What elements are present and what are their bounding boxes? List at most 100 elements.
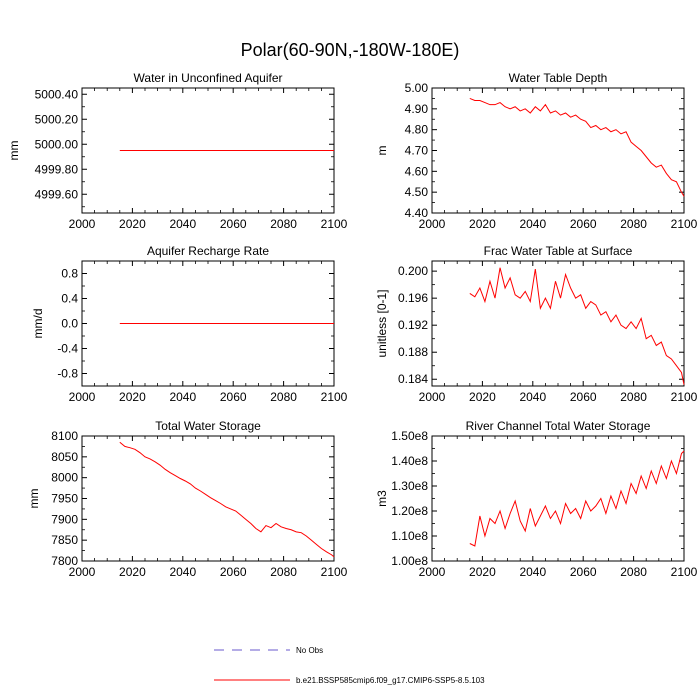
y-tick-label: 0.8 xyxy=(61,267,78,281)
panel-title: Aquifer Recharge Rate xyxy=(147,244,269,258)
plot-frame xyxy=(431,260,685,387)
y-tick-label: 4.80 xyxy=(405,123,429,137)
y-axis-label: unitless [0-1] xyxy=(375,289,389,357)
x-tick-label: 2080 xyxy=(620,217,647,231)
panels-group: Water in Unconfined Aquifer mm 2000 2020 204… xyxy=(7,71,698,579)
x-tick-label: 2080 xyxy=(620,390,647,404)
x-tick-label: 2020 xyxy=(119,217,146,231)
x-tick-label: 2100 xyxy=(671,217,698,231)
y-tick-label: 1.40e8 xyxy=(391,454,428,468)
y-tick-label: 4999.60 xyxy=(35,187,79,201)
x-tick-label: 2100 xyxy=(321,565,348,579)
x-tick-label: 2000 xyxy=(419,565,446,579)
x-tick-label: 2040 xyxy=(169,565,196,579)
x-tick-label: 2000 xyxy=(69,390,96,404)
y-tick-label: 7850 xyxy=(51,533,78,547)
x-tick-label: 2040 xyxy=(519,565,546,579)
y-tick-label: -0.4 xyxy=(57,342,78,356)
y-tick-label: 8050 xyxy=(51,450,78,464)
series-line xyxy=(469,97,685,197)
panel-title: Frac Water Table at Surface xyxy=(484,244,633,258)
y-tick-label: 1.30e8 xyxy=(391,479,428,493)
y-axis-label: m3 xyxy=(375,490,389,507)
y-tick-label: 4999.80 xyxy=(35,162,79,176)
x-tick-label: 2000 xyxy=(69,565,96,579)
panel-title: River Channel Total Water Storage xyxy=(466,419,651,433)
series-line xyxy=(469,267,685,385)
x-tick-label: 2060 xyxy=(220,565,247,579)
legend-obs-label: No Obs xyxy=(296,646,323,655)
y-axis-label: mm/d xyxy=(31,309,45,339)
y-tick-label: 1.10e8 xyxy=(391,529,428,543)
legend: No Obs b.e21.BSSP585cmip6.f09_g17.CMIP6-… xyxy=(214,646,485,685)
y-tick-label: 5000.20 xyxy=(35,112,79,126)
panel-6: River Channel Total Water Storage m3 2000 2… xyxy=(375,419,698,579)
panel-title: Water in Unconfined Aquifer xyxy=(134,71,283,85)
x-tick-label: 2040 xyxy=(519,390,546,404)
y-tick-label: 4.60 xyxy=(405,164,429,178)
x-tick-label: 2060 xyxy=(220,217,247,231)
x-tick-label: 2040 xyxy=(519,217,546,231)
y-tick-label: 8100 xyxy=(51,429,78,443)
plot-frame xyxy=(431,87,685,214)
x-tick-label: 2020 xyxy=(119,390,146,404)
x-tick-label: 2100 xyxy=(671,565,698,579)
x-tick-label: 2000 xyxy=(419,390,446,404)
y-tick-label: 0.200 xyxy=(398,264,428,278)
x-tick-label: 2100 xyxy=(321,390,348,404)
y-tick-label: 1.50e8 xyxy=(391,429,428,443)
y-tick-label: 0.0 xyxy=(61,317,78,331)
y-tick-label: 7800 xyxy=(51,554,78,568)
y-tick-label: 0.184 xyxy=(398,372,428,386)
y-tick-label: 0.188 xyxy=(398,345,428,359)
y-tick-label: 5.00 xyxy=(405,81,429,95)
x-tick-label: 2060 xyxy=(570,217,597,231)
x-tick-label: 2020 xyxy=(469,390,496,404)
y-tick-label: 8000 xyxy=(51,471,78,485)
y-tick-label: 4.40 xyxy=(405,206,429,220)
y-tick-label: 7950 xyxy=(51,492,78,506)
x-tick-label: 2060 xyxy=(220,390,247,404)
x-tick-label: 2080 xyxy=(270,217,297,231)
y-axis-label: mm xyxy=(7,141,21,161)
legend-model-label: b.e21.BSSP585cmip6.f09_g17.CMIP6-SSP5-8.… xyxy=(296,676,485,685)
x-tick-label: 2060 xyxy=(570,565,597,579)
panel-4: Frac Water Table at Surface unitless [0-1… xyxy=(375,244,698,404)
y-tick-label: 4.70 xyxy=(405,144,429,158)
x-tick-label: 2040 xyxy=(169,390,196,404)
y-tick-label: 0.192 xyxy=(398,318,428,332)
figure-title: Polar(60-90N,-180W-180E) xyxy=(241,40,460,60)
plot-frame xyxy=(431,435,685,562)
x-tick-label: 2000 xyxy=(419,217,446,231)
series-line xyxy=(119,441,335,558)
y-tick-label: 0.4 xyxy=(61,292,78,306)
panel-3: Aquifer Recharge Rate mm/d 2000 2020 2040 206… xyxy=(31,244,348,404)
panel-title: Total Water Storage xyxy=(155,419,261,433)
y-tick-label: -0.8 xyxy=(57,367,78,381)
y-tick-label: 7900 xyxy=(51,512,78,526)
panel-title: Water Table Depth xyxy=(509,71,608,85)
y-tick-label: 1.20e8 xyxy=(391,504,428,518)
y-tick-label: 1.00e8 xyxy=(391,554,428,568)
y-tick-label: 0.196 xyxy=(398,291,428,305)
panel-2: Water Table Depth m 2000 2020 2040 2060 2080 21… xyxy=(375,71,698,231)
x-tick-label: 2080 xyxy=(620,565,647,579)
plot-frame xyxy=(81,435,335,562)
panel-1: Water in Unconfined Aquifer mm 2000 2020 204… xyxy=(7,71,348,231)
x-tick-label: 2020 xyxy=(469,217,496,231)
y-tick-label: 4.90 xyxy=(405,102,429,116)
x-tick-label: 2000 xyxy=(69,217,96,231)
x-tick-label: 2080 xyxy=(270,565,297,579)
x-tick-label: 2080 xyxy=(270,390,297,404)
x-tick-label: 2100 xyxy=(321,217,348,231)
x-tick-label: 2060 xyxy=(570,390,597,404)
y-tick-label: 5000.00 xyxy=(35,137,79,151)
x-tick-label: 2100 xyxy=(671,390,698,404)
panel-5: Total Water Storage mm 2000 2020 2040 2060 208… xyxy=(27,419,348,579)
x-tick-label: 2020 xyxy=(469,565,496,579)
y-axis-label: m xyxy=(375,146,389,156)
series-line xyxy=(469,450,685,547)
y-axis-label: mm xyxy=(27,489,41,509)
x-tick-label: 2040 xyxy=(169,217,196,231)
